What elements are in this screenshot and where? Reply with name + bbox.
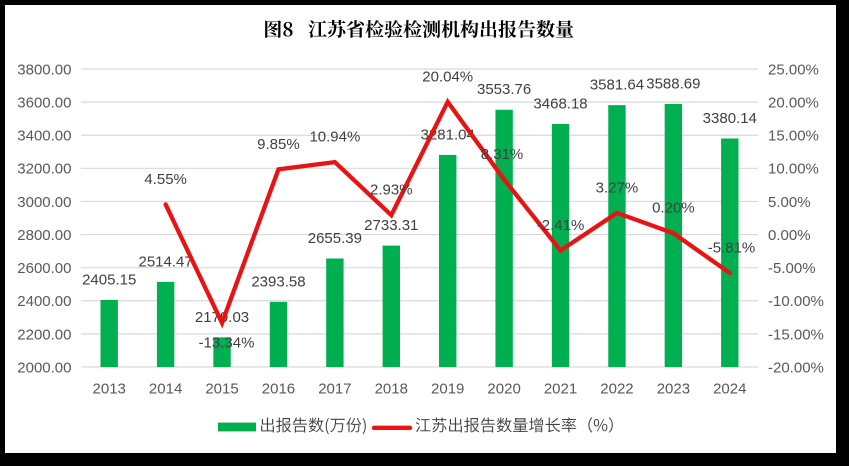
svg-text:2655.39: 2655.39	[308, 230, 362, 247]
svg-text:-5.00%: -5.00%	[768, 260, 816, 277]
svg-text:2024: 2024	[713, 381, 746, 398]
svg-text:25.00%: 25.00%	[768, 61, 819, 78]
svg-text:3380.14: 3380.14	[703, 110, 757, 127]
svg-text:2018: 2018	[375, 381, 408, 398]
svg-text:8.31%: 8.31%	[481, 146, 524, 163]
svg-text:2019: 2019	[431, 381, 464, 398]
svg-text:3553.76: 3553.76	[477, 81, 531, 98]
svg-text:3600.00: 3600.00	[17, 95, 71, 112]
svg-text:2.93%: 2.93%	[370, 182, 413, 199]
svg-text:2405.15: 2405.15	[82, 271, 136, 288]
svg-text:9.85%: 9.85%	[257, 136, 300, 153]
svg-text:10.00%: 10.00%	[768, 161, 819, 178]
svg-text:-5.81%: -5.81%	[708, 240, 756, 257]
svg-text:10.94%: 10.94%	[309, 129, 360, 146]
svg-text:-2.41%: -2.41%	[537, 217, 585, 234]
svg-text:20.00%: 20.00%	[768, 95, 819, 112]
svg-text:2393.58: 2393.58	[251, 273, 305, 290]
svg-text:3400.00: 3400.00	[17, 128, 71, 145]
svg-text:2013: 2013	[93, 381, 126, 398]
svg-text:-10.00%: -10.00%	[768, 293, 824, 310]
svg-text:2020: 2020	[487, 381, 520, 398]
svg-text:2021: 2021	[544, 381, 577, 398]
svg-text:-13.34%: -13.34%	[199, 334, 255, 351]
svg-text:3.27%: 3.27%	[596, 179, 639, 196]
svg-text:2015: 2015	[205, 381, 238, 398]
svg-text:3468.18: 3468.18	[533, 95, 587, 112]
svg-text:15.00%: 15.00%	[768, 128, 819, 145]
svg-text:3800.00: 3800.00	[17, 61, 71, 78]
svg-text:-20.00%: -20.00%	[768, 359, 824, 376]
svg-text:2022: 2022	[600, 381, 633, 398]
svg-text:3200.00: 3200.00	[17, 161, 71, 178]
svg-text:2200.00: 2200.00	[17, 326, 71, 343]
svg-text:2023: 2023	[657, 381, 690, 398]
svg-text:2400.00: 2400.00	[17, 293, 71, 310]
svg-text:2733.31: 2733.31	[364, 217, 418, 234]
svg-text:3588.69: 3588.69	[646, 75, 700, 92]
svg-text:2600.00: 2600.00	[17, 260, 71, 277]
svg-text:2000.00: 2000.00	[17, 359, 71, 376]
svg-text:2014: 2014	[149, 381, 182, 398]
svg-text:0.00%: 0.00%	[768, 227, 811, 244]
svg-text:3581.64: 3581.64	[590, 77, 644, 94]
svg-text:0.20%: 0.20%	[652, 200, 695, 217]
svg-text:20.04%: 20.04%	[422, 68, 473, 85]
svg-text:5.00%: 5.00%	[768, 194, 811, 211]
svg-text:2514.47: 2514.47	[139, 253, 193, 270]
svg-text:2016: 2016	[262, 381, 295, 398]
svg-text:2800.00: 2800.00	[17, 227, 71, 244]
svg-text:-15.00%: -15.00%	[768, 326, 824, 343]
svg-text:3000.00: 3000.00	[17, 194, 71, 211]
svg-text:2017: 2017	[318, 381, 351, 398]
svg-text:4.55%: 4.55%	[144, 171, 187, 188]
